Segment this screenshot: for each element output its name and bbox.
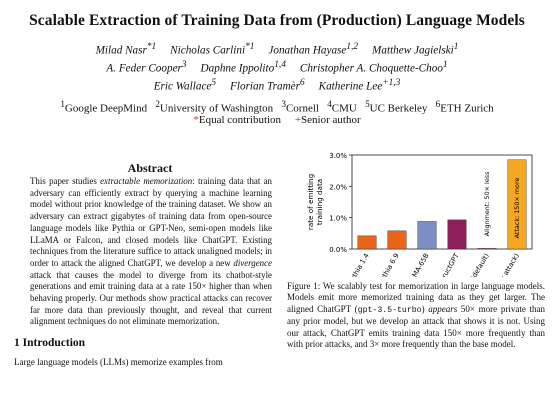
intro-heading: 1 Introduction	[14, 337, 86, 349]
contribution-notes: *Equal contribution +Senior author	[193, 114, 361, 126]
caption-code: gpt-3.5-turbo	[357, 305, 422, 315]
bar	[477, 248, 497, 250]
affiliations: 1Google DeepMind 2University of Washingt…	[60, 99, 494, 115]
y-tick-label: 2.0%	[329, 183, 347, 191]
bar	[447, 219, 467, 250]
y-tick-label: 1.0%	[329, 215, 347, 223]
x-tick-label: LLaMA-65B	[405, 252, 431, 277]
abstract-emphasis-1: extractable memorization	[100, 176, 193, 186]
annotation-alignment: Alignment: 50× less	[483, 171, 491, 236]
abstract-heading: Abstract	[127, 161, 173, 175]
annotation-attack: Attack: 150× more	[513, 178, 521, 239]
bar	[387, 230, 407, 250]
author-line-2: A. Feder Cooper3 Daphne Ippolito1,4 Chri…	[106, 60, 448, 75]
author-line-1: Milad Nasr*1 Nicholas Carlini*1 Jonathan…	[95, 42, 459, 57]
abstract-text-1: This paper studies	[30, 176, 101, 186]
x-tick-label: Pythia 1.4	[347, 252, 371, 277]
x-tick-label: InstructGPT	[434, 251, 461, 277]
y-axis-label-2: training data	[315, 179, 324, 225]
plot-frame	[351, 154, 533, 250]
y-tick-label: 0.0%	[329, 246, 347, 254]
caption-text-1: Figure 1: We scalably test for memorizat…	[287, 281, 545, 314]
abstract-emphasis-2: divergence	[233, 257, 272, 268]
x-tick-label: Pythia 6.9	[377, 252, 401, 277]
figure-1-bar-chart: 0.0% 1.0% 2.0% 3.0% rate of emitting training…	[306, 152, 533, 277]
figure-1-caption: Figure 1: We scalably test for memorizat…	[287, 281, 545, 350]
bar	[507, 159, 527, 250]
abstract-body: This paper studies extractable memorizat…	[30, 176, 272, 328]
author-line-3: Eric Wallace5 Florian Tramèr6 Katherine …	[153, 78, 401, 93]
caption-emphasis: appears	[428, 303, 458, 314]
paper-title: Scalable Extraction of Training Data fro…	[29, 12, 525, 29]
intro-text: Large language models (LLMs) memorize ex…	[14, 357, 223, 367]
caption-text-3: 50× more private than any prior model, b…	[287, 303, 546, 350]
abstract-text-2: : training data that an adversary can ef…	[30, 176, 272, 268]
bar	[417, 221, 437, 250]
bar	[357, 235, 377, 250]
y-tick-label: 3.0%	[329, 152, 347, 160]
y-axis-label: rate of emitting	[306, 174, 315, 230]
caption-text-2: )	[421, 303, 429, 314]
abstract-text-3: attack that causes the model to diverge …	[30, 269, 272, 327]
